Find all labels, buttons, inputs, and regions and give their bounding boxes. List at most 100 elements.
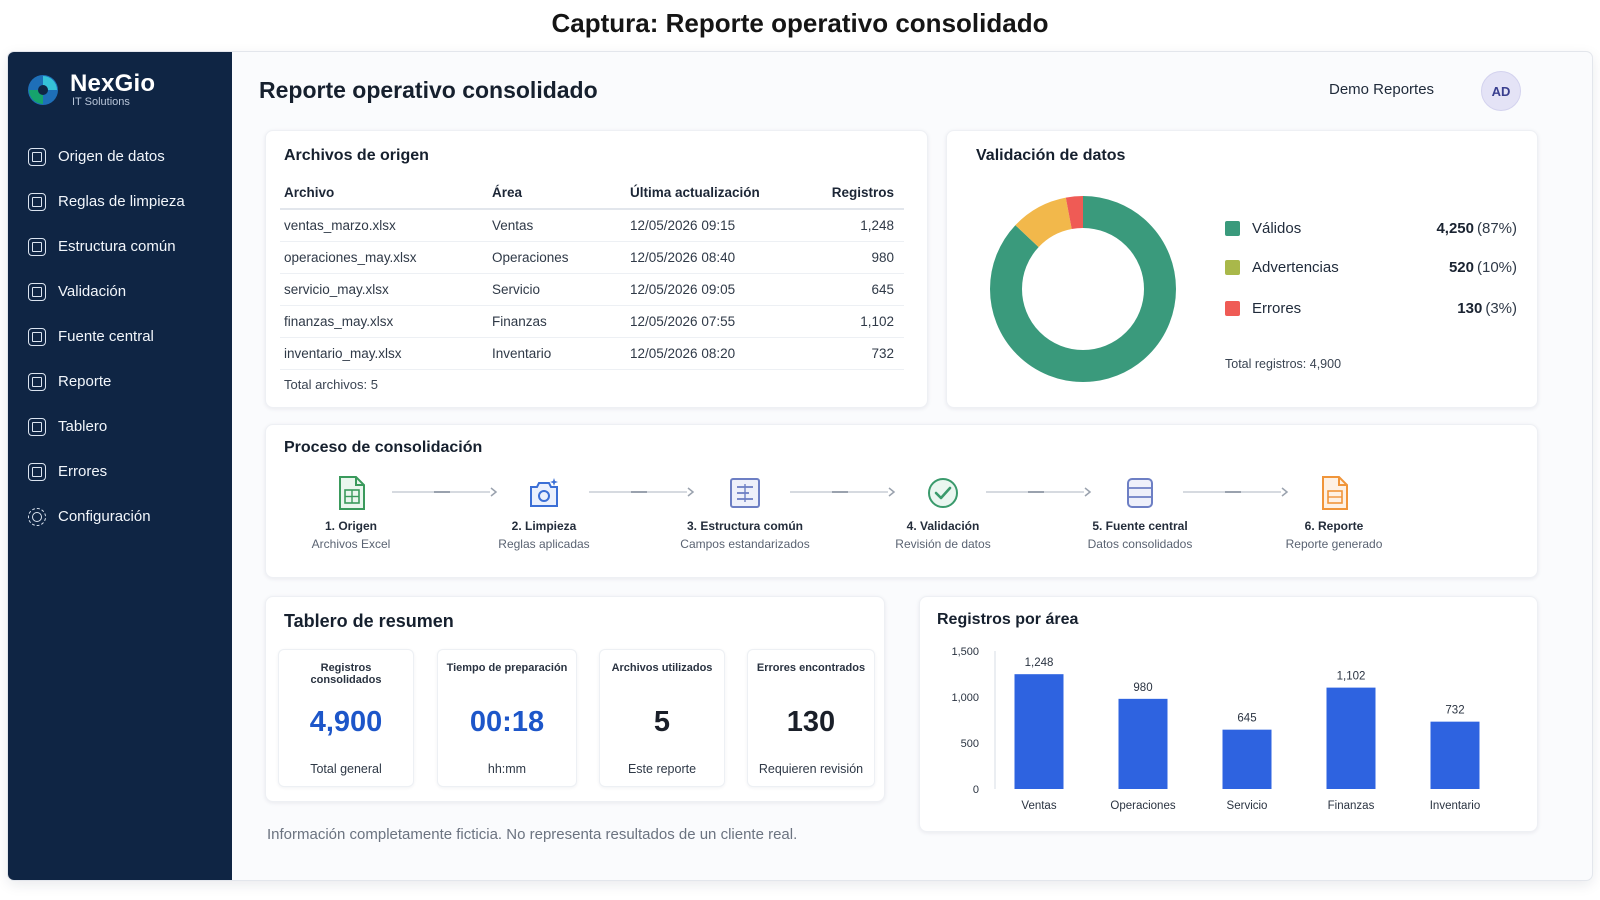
legend-swatch (1225, 300, 1240, 316)
kpi-label: Archivos utilizados (611, 662, 713, 674)
process-title: Proceso de consolidación (284, 439, 483, 456)
report-file-icon (1322, 476, 1348, 510)
sidebar-item-origen-de-datos[interactable]: Origen de datos (8, 134, 232, 179)
step-title: 3. Estructura común (686, 519, 804, 533)
bar-operaciones[interactable] (1118, 698, 1168, 789)
records-cell: 1,248 (816, 209, 904, 242)
sidebar-item-label: Tablero (58, 418, 108, 435)
step-title: 1. Origen (324, 519, 377, 533)
kpi-value: 00:18 (469, 706, 545, 738)
process-step-validacion[interactable]: 4. Validación Revisión de datos (863, 475, 1023, 551)
sidebar-item-label: Reporte (58, 373, 112, 390)
table-row[interactable]: inventario_may.xlsx Inventario 12/05/202… (280, 337, 904, 370)
sidebar-item-tablero[interactable]: Tablero (8, 404, 232, 449)
kpi-subtitle: Total general (310, 762, 382, 776)
area-cell: Operaciones (488, 241, 626, 274)
donut-slice-3 (990, 196, 1176, 382)
sidebar-item-configuracion[interactable]: Configuración (8, 494, 232, 539)
grid-icon (28, 282, 46, 301)
kpi-value: 5 (653, 706, 671, 738)
y-tick-label: 1,000 (951, 692, 979, 704)
records-cell: 645 (816, 273, 904, 306)
sidebar: NexGio IT Solutions Origen de datos Regl… (8, 52, 232, 880)
brand-logo[interactable]: NexGio IT Solutions (26, 72, 155, 108)
structure-icon (730, 478, 760, 508)
table-row[interactable]: ventas_marzo.xlsx Ventas 12/05/2026 09:1… (280, 209, 904, 242)
sidebar-item-fuente-central[interactable]: Fuente central (8, 314, 232, 359)
legend-warnings: Advertencias 520 (10%) (1225, 256, 1517, 278)
updated-cell: 12/05/2026 09:15 (626, 209, 816, 242)
x-tick-label: Finanzas (1328, 800, 1375, 812)
records-cell: 1,102 (816, 305, 904, 338)
file-name-cell: inventario_may.xlsx (280, 337, 488, 370)
bar-servicio[interactable] (1222, 729, 1272, 789)
validation-card: Validación de datos Válidos 4,250 (87%) … (946, 130, 1538, 408)
validation-title: Validación de datos (976, 147, 1126, 164)
process-step-limpieza[interactable]: 2. Limpieza Reglas aplicadas (464, 475, 624, 551)
source-files-card: Archivos de origen Archivo Área Última a… (265, 130, 928, 408)
avatar[interactable]: AD (1481, 71, 1521, 111)
kpi-label: Errores encontrados (756, 662, 866, 674)
table-row[interactable]: operaciones_may.xlsx Operaciones 12/05/2… (280, 241, 904, 274)
grid-icon (28, 462, 46, 481)
kpi-subtitle: Requieren revisión (758, 762, 864, 776)
summary-title: Tablero de resumen (284, 611, 454, 631)
arrow-right-icon (1183, 487, 1289, 497)
sidebar-item-label: Fuente central (58, 328, 154, 345)
sidebar-item-reglas-de-limpieza[interactable]: Reglas de limpieza (8, 179, 232, 224)
kpi-errores-encontrados: Errores encontrados 130 Requieren revisi… (747, 649, 875, 787)
updated-cell: 12/05/2026 08:20 (626, 337, 816, 370)
step-subtitle: Datos consolidados (1087, 537, 1193, 551)
kpi-value: 4,900 (309, 706, 383, 738)
legend-errors: Errores 130 (3%) (1225, 297, 1517, 319)
area-cell: Finanzas (488, 305, 626, 338)
sidebar-item-estructura-comun[interactable]: Estructura común (8, 224, 232, 269)
step-title: 2. Limpieza (511, 519, 577, 533)
bar-value-label: 1,248 (1025, 657, 1054, 669)
database-icon (1127, 478, 1153, 508)
brand-tagline: IT Solutions (72, 96, 130, 108)
sidebar-item-validacion[interactable]: Validación (8, 269, 232, 314)
column-header[interactable]: Última actualización (626, 177, 816, 210)
legend-label: Válidos (1252, 219, 1302, 237)
process-card: Proceso de consolidación 1. Origen Archi… (265, 424, 1538, 578)
process-step-origen[interactable]: 1. Origen Archivos Excel (271, 475, 431, 551)
x-tick-label: Servicio (1227, 800, 1268, 812)
step-subtitle: Revisión de datos (895, 537, 991, 551)
records-by-area-card: Registros por área 0 500 1,000 1,500 1,248 Ve… (919, 596, 1538, 832)
bar-value-label: 980 (1133, 682, 1152, 694)
sidebar-item-errores[interactable]: Errores (8, 449, 232, 494)
y-tick-label: 500 (961, 738, 979, 750)
file-name-cell: operaciones_may.xlsx (280, 241, 488, 274)
sidebar-item-label: Reglas de limpieza (58, 193, 185, 210)
bar-inventario[interactable] (1430, 721, 1480, 789)
bar-value-label: 645 (1237, 713, 1256, 725)
sidebar-item-label: Errores (58, 463, 108, 480)
cleaning-icon (530, 478, 558, 507)
process-step-estructura[interactable]: 3. Estructura común Campos estandarizado… (665, 475, 825, 551)
file-name-cell: ventas_marzo.xlsx (280, 209, 488, 242)
validation-total: Total registros: 4,900 (1225, 357, 1342, 371)
summary-card: Tablero de resumen Registros consolidado… (265, 596, 885, 802)
legend-pct: (3%) (1485, 299, 1517, 317)
bar-ventas[interactable] (1014, 674, 1064, 789)
arrow-right-icon (790, 487, 896, 497)
records-bar-chart: 0 500 1,000 1,500 1,248 Ventas 980 Operaciones 6… (951, 646, 1480, 812)
process-step-reporte[interactable]: 6. Reporte Reporte generado (1254, 475, 1414, 551)
table-row[interactable]: servicio_may.xlsx Servicio 12/05/2026 09… (280, 273, 904, 306)
app-window: NexGio IT Solutions Origen de datos Regl… (8, 52, 1592, 880)
step-subtitle: Archivos Excel (311, 537, 391, 551)
column-header[interactable]: Área (488, 177, 626, 210)
process-step-fuente-central[interactable]: 5. Fuente central Datos consolidados (1060, 475, 1220, 551)
kpi-label: Registros consolidados (310, 662, 382, 686)
kpi-subtitle: hh:mm (487, 762, 527, 776)
bar-finanzas[interactable] (1326, 687, 1376, 789)
column-header[interactable]: Registros (816, 177, 904, 210)
legend-value: 520 (1448, 258, 1474, 276)
column-header[interactable]: Archivo (280, 177, 488, 210)
sidebar-item-reporte[interactable]: Reporte (8, 359, 232, 404)
gear-icon (28, 507, 46, 526)
user-name[interactable]: Demo Reportes (1329, 81, 1435, 98)
table-row[interactable]: finanzas_may.xlsx Finanzas 12/05/2026 07… (280, 305, 904, 338)
kpi-label: Tiempo de preparación (446, 662, 568, 674)
